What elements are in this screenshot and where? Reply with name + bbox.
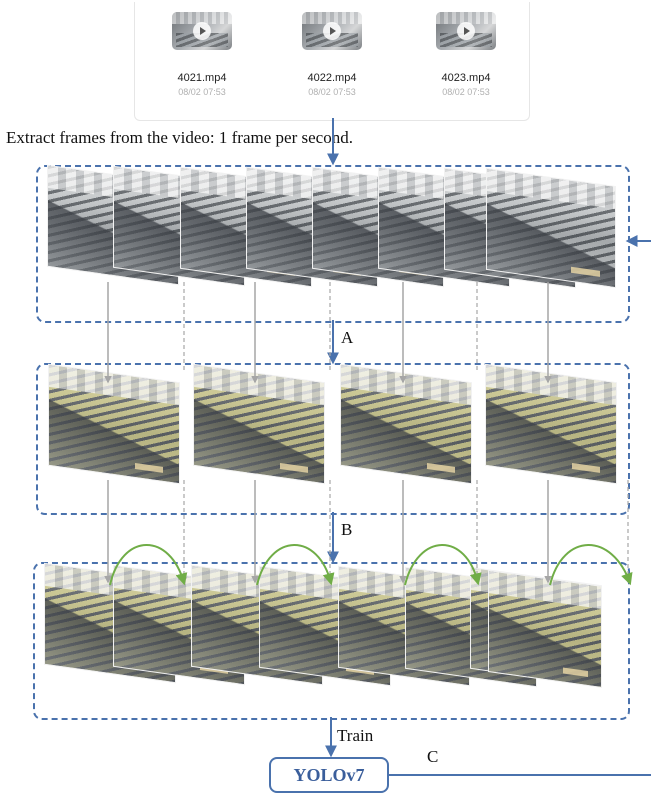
video-thumbnail: [302, 12, 362, 50]
video-thumbnail: [172, 12, 232, 50]
video-file-1[interactable]: 4021.mp4 08/02 07:53: [157, 12, 247, 97]
file-name: 4023.mp4: [441, 72, 491, 84]
augment-arc: [549, 544, 633, 586]
file-date: 08/02 07:53: [178, 87, 226, 97]
augment-arc: [404, 544, 482, 586]
file-date: 08/02 07:53: [308, 87, 356, 97]
yolov7-model-box: YOLOv7: [269, 757, 389, 793]
step-label-b: B: [341, 520, 353, 539]
augment-arc: [109, 544, 188, 586]
extraction-caption: Extract frames from the video: 1 frame p…: [6, 128, 353, 147]
video-file-2[interactable]: 4022.mp4 08/02 07:53: [287, 12, 377, 97]
video-file-3[interactable]: 4023.mp4 08/02 07:53: [421, 12, 511, 97]
train-label: Train: [337, 726, 374, 745]
play-icon: [193, 22, 211, 40]
file-name: 4021.mp4: [177, 72, 227, 84]
file-date: 08/02 07:53: [442, 87, 490, 97]
step-label-a: A: [341, 328, 354, 347]
video-thumbnail: [436, 12, 496, 50]
play-icon: [457, 22, 475, 40]
file-name: 4022.mp4: [307, 72, 357, 84]
play-icon: [323, 22, 341, 40]
step-label-c: C: [427, 747, 439, 766]
video-file-panel: 4021.mp4 08/02 07:53 4022.mp4 08/02 07:5…: [134, 2, 530, 121]
augment-arc: [256, 544, 335, 586]
